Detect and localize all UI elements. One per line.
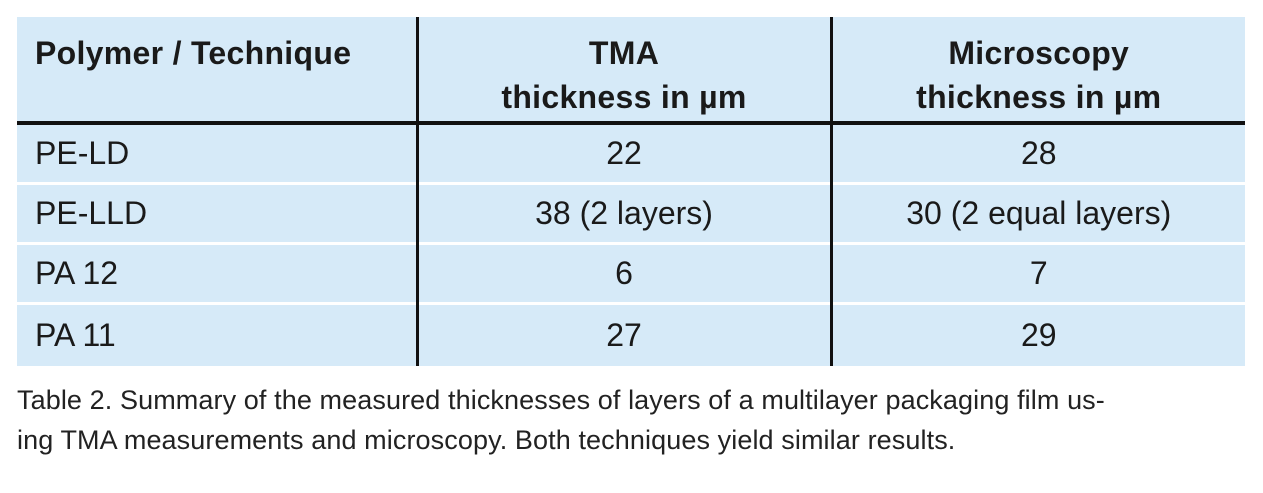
cell-microscopy-thickness: 30 (2 equal layers) — [829, 181, 1245, 243]
header-microscopy-unit: thickness in µm — [916, 79, 1162, 115]
cell-tma-thickness: 6 — [415, 241, 831, 303]
cell-tma-thickness: 38 (2 layers) — [415, 181, 831, 243]
header-tma-title: TMA — [588, 35, 660, 71]
header-microscopy-title: Microscopy — [948, 35, 1130, 71]
header-tma-unit: thickness in µm — [501, 79, 747, 115]
cell-microscopy-thickness: 29 — [829, 301, 1245, 366]
cell-microscopy-thickness: 7 — [829, 241, 1245, 303]
table-caption: Table 2. Summary of the measured thickne… — [17, 380, 1245, 460]
thickness-table: Polymer / Technique TMA thickness in µm … — [17, 17, 1245, 366]
cell-polymer: PA 11 — [17, 301, 417, 366]
table-row: PA 12 6 7 — [17, 241, 1245, 303]
caption-line-2: ing TMA measurements and microscopy. Bot… — [17, 425, 956, 455]
cell-microscopy-thickness: 28 — [829, 123, 1245, 183]
cell-tma-thickness: 22 — [415, 123, 831, 183]
table-row: PA 11 27 29 — [17, 301, 1245, 366]
header-polymer-technique-label: Polymer / Technique — [35, 35, 352, 71]
header-tma: TMA thickness in µm — [415, 17, 831, 125]
header-polymer-technique: Polymer / Technique — [17, 17, 417, 125]
table-row: PE-LD 22 28 — [17, 123, 1245, 183]
table-row: PE-LLD 38 (2 layers) 30 (2 equal layers) — [17, 181, 1245, 243]
caption-line-1: Table 2. Summary of the measured thickne… — [17, 385, 1105, 415]
cell-tma-thickness: 27 — [415, 301, 831, 366]
cell-polymer: PA 12 — [17, 241, 417, 303]
header-microscopy: Microscopy thickness in µm — [829, 17, 1245, 125]
table-header-row: Polymer / Technique TMA thickness in µm … — [17, 17, 1245, 125]
cell-polymer: PE-LD — [35, 134, 130, 171]
thickness-table-container: Polymer / Technique TMA thickness in µm … — [17, 17, 1245, 366]
cell-polymer: PE-LLD — [17, 181, 417, 243]
